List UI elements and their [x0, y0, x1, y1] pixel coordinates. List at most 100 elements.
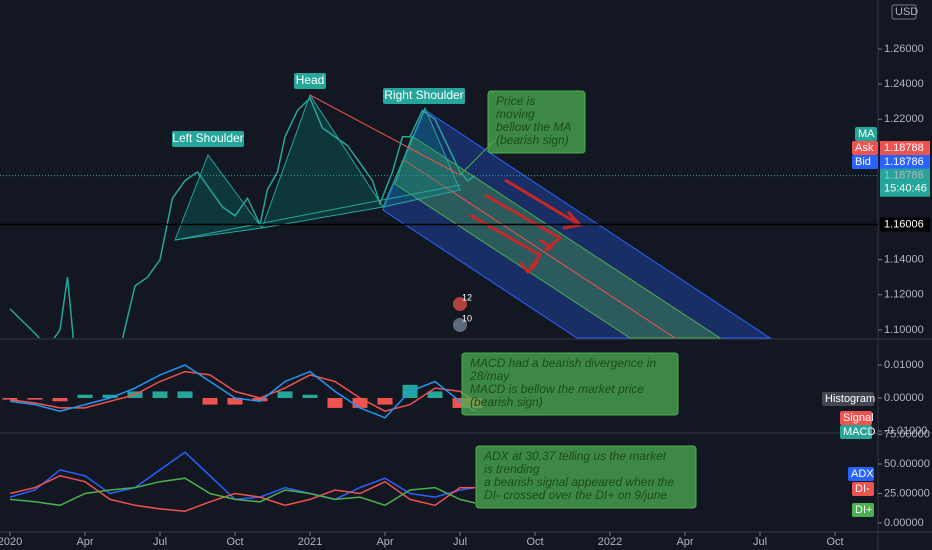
histogram-bar	[202, 398, 218, 405]
event-icon	[453, 318, 467, 332]
neckline	[174, 184, 461, 241]
pattern-label: Left Shoulder	[172, 131, 243, 145]
trend-line	[309, 94, 461, 176]
note-text: (bearish sign)	[496, 133, 569, 147]
histogram-bar	[327, 398, 343, 408]
histogram-bar	[352, 398, 368, 408]
legend-label-box	[822, 392, 874, 406]
histogram-bar	[27, 398, 43, 400]
pane	[9, 96, 476, 338]
last-box	[880, 168, 930, 197]
ask: 1.18788	[884, 142, 924, 154]
y-tick-label: 1.22000	[884, 113, 924, 125]
pattern-label-box	[383, 88, 465, 104]
histogram-bar	[427, 391, 443, 399]
note-text: DI- crossed over the DI+ on 9/june	[484, 488, 667, 502]
series-line	[9, 364, 476, 419]
histogram-bar	[302, 394, 318, 399]
legend-label-box	[840, 411, 872, 425]
x-tick-label: Jul	[753, 536, 767, 548]
event-icon	[453, 297, 467, 311]
x-tick-label: 2020	[0, 536, 22, 548]
y-tick-label: 50.00000	[884, 458, 930, 470]
bid-box	[880, 155, 930, 169]
ask-label: Ask	[855, 142, 874, 154]
series-line	[9, 477, 476, 507]
ma-label: MA	[858, 128, 875, 140]
y-tick-label: 1.10000	[884, 324, 924, 336]
event-count: 12	[462, 292, 472, 302]
hline-label: 1.16006	[884, 218, 924, 230]
histogram-bar	[277, 391, 293, 399]
histogram-bar	[77, 394, 93, 399]
histogram-bar	[177, 391, 193, 399]
note-text: ADX at 30,37 telling us the market	[483, 449, 667, 463]
legend-label: Signal	[843, 412, 874, 424]
arrow	[484, 193, 563, 252]
y-tick-label: 1.12000	[884, 289, 924, 301]
pattern-label-box	[172, 131, 244, 147]
bid: 1.18786	[884, 156, 924, 168]
countdown: 15:40:46	[884, 183, 927, 195]
y-tick-label: 0.01000	[884, 359, 924, 371]
note-box	[461, 352, 679, 416]
ask-box	[880, 141, 930, 155]
histogram-bar	[227, 398, 243, 405]
x-tick-label: Oct	[226, 536, 243, 548]
legend-label: ADX	[851, 468, 874, 480]
legend-label: MACD	[843, 426, 875, 438]
series-line	[9, 475, 475, 512]
x-tick-label: Jul	[453, 536, 467, 548]
channel-mid	[403, 159, 676, 339]
pane	[9, 451, 476, 512]
y-tick-label: 1.14000	[884, 254, 924, 266]
note-box	[487, 90, 586, 154]
x-tick-label: Apr	[676, 536, 693, 548]
histogram-bar	[452, 398, 468, 408]
pattern-label-box	[294, 73, 326, 89]
histogram-bar	[102, 394, 118, 399]
currency: USD	[895, 6, 918, 18]
x-tick-label: Oct	[526, 536, 543, 548]
legend-label-box	[840, 425, 872, 439]
y-tick-label: 1.24000	[884, 78, 924, 90]
legend-label-box	[852, 482, 874, 496]
y-tick-label: 0.00000	[884, 392, 924, 404]
hline-label-box	[880, 217, 930, 232]
y-tick-label: 0.00000	[884, 517, 924, 529]
note-text: bellow the MA	[496, 120, 571, 134]
x-tick-label: Apr	[376, 536, 393, 548]
bid-label-box	[852, 155, 878, 169]
note-text: moving	[496, 107, 535, 121]
x-tick-label: Jul	[153, 536, 167, 548]
note-text: MACD had a bearish divergence in	[470, 356, 656, 370]
legend-label-box	[848, 467, 874, 481]
histogram-bar	[252, 398, 268, 402]
histogram-bar	[52, 398, 68, 402]
x-tick-label: 2022	[598, 536, 622, 548]
note-text: is trending	[484, 462, 540, 476]
note-text: (bearish sign)	[470, 395, 543, 409]
pattern-label: Head	[296, 73, 325, 87]
x-tick-label: Oct	[826, 536, 843, 548]
x-tick-label: 2021	[298, 536, 322, 548]
right-shoulder-shape	[382, 106, 461, 208]
currency-box	[891, 4, 917, 20]
legend-label: DI-	[855, 483, 870, 495]
series-line	[9, 451, 476, 501]
left-shoulder-shape	[174, 153, 263, 241]
series-line	[9, 96, 476, 338]
histogram-bar	[152, 391, 168, 399]
note-text: a bearish signal appeared when the	[484, 475, 674, 489]
y-tick-label: 75.00000	[884, 428, 930, 440]
legend-label-box	[852, 503, 874, 517]
bid-label: Bid	[855, 156, 871, 168]
series-line	[9, 370, 476, 412]
note-text: Price is	[496, 94, 535, 108]
arrow	[469, 213, 543, 275]
ma-label-box	[855, 127, 877, 141]
note-text: 28/may	[469, 369, 510, 383]
y-tick-label: -0.01000	[884, 425, 927, 437]
